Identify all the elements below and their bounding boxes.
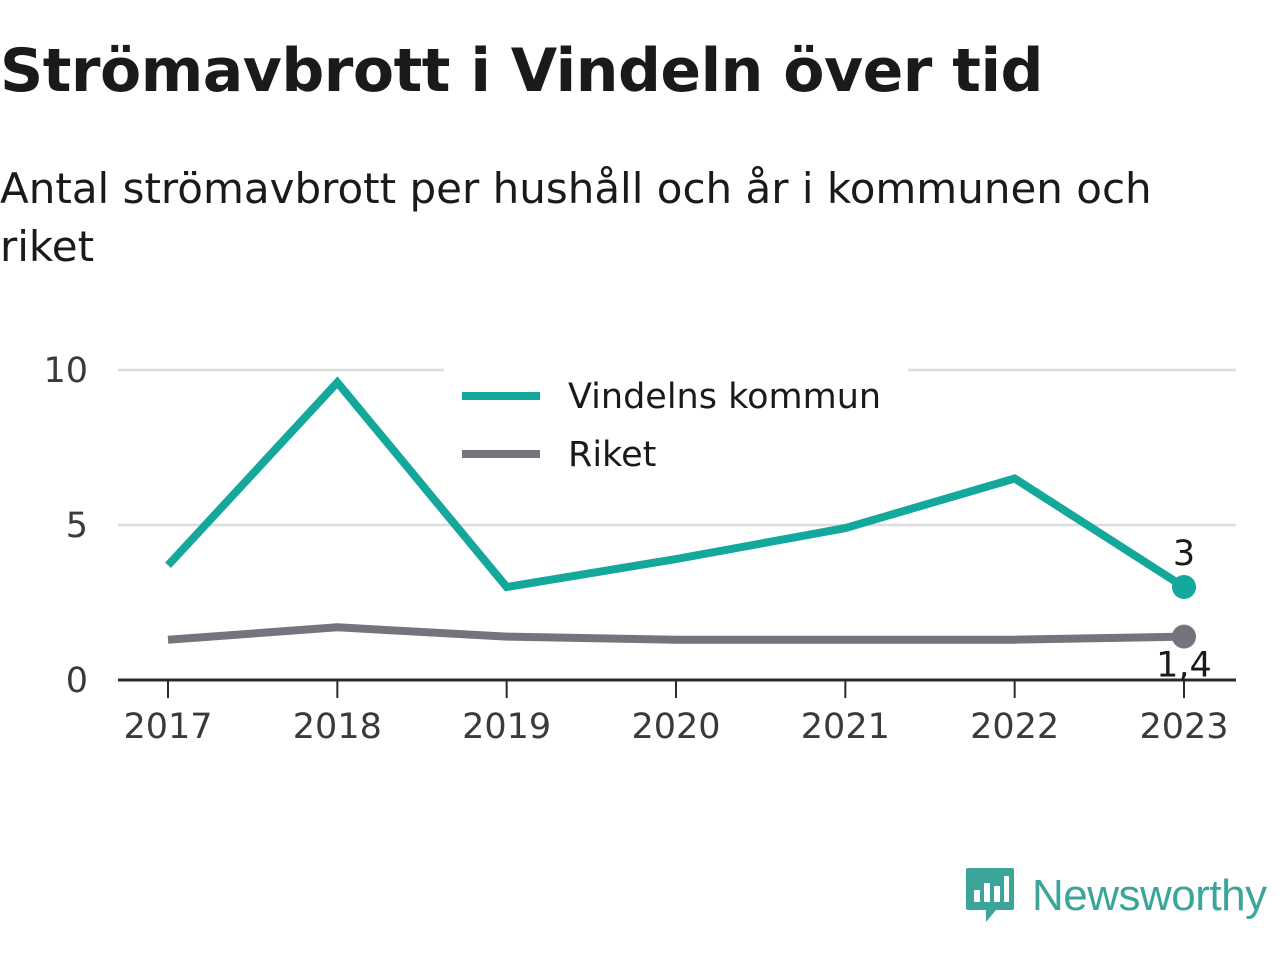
series-end-point xyxy=(1172,624,1196,649)
x-tick-label: 2017 xyxy=(123,707,212,747)
legend: Vindelns kommun Riket xyxy=(444,366,908,478)
end-value-label: 1,4 xyxy=(1156,646,1212,686)
series-line xyxy=(167,623,1185,644)
series-lines xyxy=(165,376,1196,649)
x-tick-label: 2018 xyxy=(293,707,382,747)
x-tick-label: 2023 xyxy=(1139,707,1228,747)
legend-entry: Vindelns kommun xyxy=(568,377,881,417)
x-tick-label: 2021 xyxy=(801,707,890,747)
x-axis: 0 5 10 2017 2018 2019 2020 2021 2022 2023 xyxy=(43,351,1236,747)
legend-entry: Riket xyxy=(568,435,656,475)
y-tick-label: 5 xyxy=(66,506,88,546)
series-end-point xyxy=(1172,575,1196,599)
y-tick-label: 0 xyxy=(66,661,88,701)
x-tick-label: 2019 xyxy=(462,707,551,747)
brand-name: Newsworthy xyxy=(1032,871,1267,920)
end-labels: 31,4 xyxy=(1156,534,1212,686)
brand-logo: Newsworthy xyxy=(964,866,1267,926)
newsworthy-logo-icon xyxy=(966,868,1014,922)
chart-title: Strömavbrott i Vindeln över tid xyxy=(0,36,1043,106)
series-line xyxy=(165,376,1187,592)
chart-subtitle: Antal strömavbrott per hushåll och år i … xyxy=(0,164,1152,271)
end-value-label: 3 xyxy=(1173,534,1195,574)
x-tick-label: 2020 xyxy=(631,707,720,747)
x-tick-label: 2022 xyxy=(970,707,1059,747)
y-tick-label: 10 xyxy=(43,351,88,391)
legend-background xyxy=(444,366,908,478)
